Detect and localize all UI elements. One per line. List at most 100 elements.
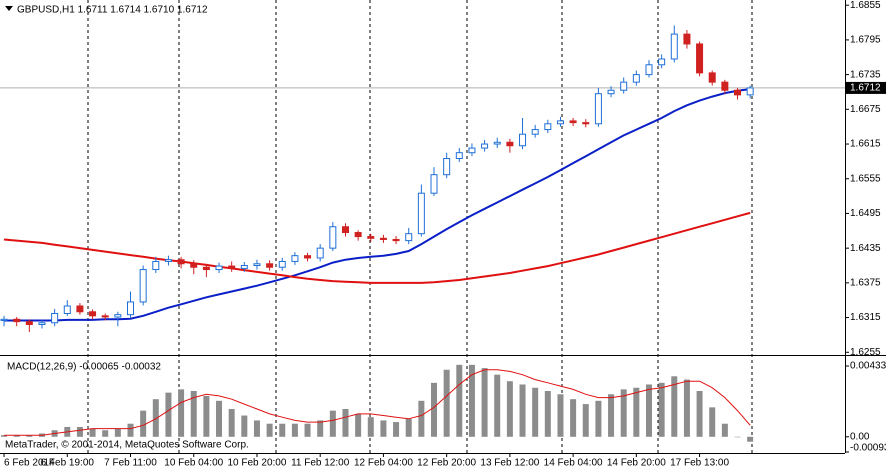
histogram-bar — [26, 435, 33, 437]
moving-average — [4, 88, 751, 322]
candle-body — [721, 81, 729, 91]
histogram-bar — [380, 420, 387, 437]
candle-body — [493, 141, 501, 145]
histogram-bar — [595, 400, 602, 437]
histogram-bar — [203, 395, 210, 437]
histogram-bar — [709, 407, 716, 437]
histogram-bar — [190, 391, 197, 437]
histogram-bar — [683, 379, 690, 437]
histogram-bar — [456, 364, 463, 437]
histogram-bar — [178, 389, 185, 437]
histogram-bar — [89, 428, 96, 437]
histogram-bar — [696, 391, 703, 437]
candle-body — [215, 265, 223, 271]
x-tick-label: 17 Feb 13:00 — [670, 458, 729, 469]
x-tick-label: 14 Feb 04:00 — [544, 458, 603, 469]
histogram-bar — [431, 382, 438, 437]
candle-body — [89, 311, 97, 317]
histogram-bar — [468, 364, 475, 437]
candle-body — [76, 305, 84, 313]
candle-body — [13, 318, 21, 323]
candle-body — [304, 255, 312, 259]
candle-body — [481, 143, 489, 149]
histogram-bar — [519, 384, 526, 437]
y-tick-label: 0.00433 — [850, 361, 886, 372]
histogram-bar — [152, 399, 159, 437]
candle-body — [506, 141, 514, 147]
x-tick-label: 12 Feb 04:00 — [354, 458, 413, 469]
histogram-bar — [747, 436, 754, 442]
candle-body — [443, 157, 451, 176]
menu-arrow[interactable] — [5, 6, 13, 11]
histogram-bar — [266, 423, 273, 437]
histogram-bar — [532, 387, 539, 437]
candle-body — [417, 192, 425, 235]
histogram-bar — [570, 399, 577, 437]
histogram-bar — [317, 420, 324, 437]
histogram-bar — [671, 376, 678, 437]
histogram-bar — [253, 420, 260, 437]
candle-body — [379, 237, 387, 240]
candle-body — [683, 33, 691, 45]
histogram-bar — [582, 404, 589, 437]
histogram-bar — [76, 426, 83, 437]
histogram-bar — [114, 428, 121, 437]
candle-body — [177, 259, 185, 265]
candle-body — [734, 89, 742, 96]
y-tick-label: 1.6555 — [850, 173, 881, 184]
candle-body — [329, 226, 337, 249]
candle-body — [708, 72, 716, 83]
candle-body — [0, 318, 8, 321]
x-tick-label: 14 Feb 20:00 — [607, 458, 666, 469]
histogram-bar — [506, 381, 513, 437]
y-tick-label: 1.6495 — [850, 208, 881, 219]
candle-body — [405, 233, 413, 242]
x-tick-label: 10 Feb 04:00 — [164, 458, 223, 469]
x-tick-label: 13 Feb 12:00 — [480, 458, 539, 469]
histogram-bar — [329, 410, 336, 437]
watermark: MetaTrader, © 2001-2014, MetaQuotes Soft… — [5, 440, 249, 451]
y-tick-label: 1.6315 — [850, 312, 881, 323]
histogram-bar — [342, 408, 349, 437]
histogram-bar — [418, 400, 425, 437]
candle-body — [620, 81, 628, 91]
histogram-bar — [127, 423, 134, 437]
candle-body — [101, 315, 109, 318]
histogram-bar — [557, 394, 564, 437]
candle-body — [455, 152, 463, 159]
candle-body — [594, 93, 602, 125]
histogram-bar — [165, 392, 172, 437]
x-tick-label: 10 Feb 20:00 — [227, 458, 286, 469]
y-tick-label: 1.6255 — [850, 347, 881, 358]
candle-body — [367, 236, 375, 239]
histogram-bar — [291, 423, 298, 437]
price-label-box — [846, 81, 886, 94]
candle-body — [746, 87, 754, 96]
chart-title: GBPUSD,H1 1.6711 1.6714 1.6710 1.6712 — [17, 5, 208, 16]
candle-body — [38, 322, 46, 326]
price-label: 1.6712 — [850, 83, 881, 94]
histogram-bar — [393, 422, 400, 437]
candle-body — [291, 255, 299, 262]
histogram-bar — [228, 408, 235, 437]
histogram-bar — [443, 369, 450, 437]
y-tick-label: 1.6375 — [850, 277, 881, 288]
candle-body — [266, 263, 274, 268]
x-tick-label: 12 Feb 20:00 — [417, 458, 476, 469]
y-tick-label: 1.6675 — [850, 104, 881, 115]
histogram-bar — [481, 368, 488, 437]
candle-body — [392, 238, 400, 242]
candle-body — [658, 58, 666, 66]
histogram-bar — [633, 387, 640, 437]
candle-body — [670, 33, 678, 60]
histogram-bar — [658, 382, 665, 437]
candle-body — [430, 174, 438, 194]
candle-body — [202, 266, 210, 271]
histogram-bar — [620, 389, 627, 437]
candle-body — [341, 226, 349, 234]
candle-body — [354, 232, 362, 238]
x-tick-label: 6 Feb 2014 — [4, 458, 55, 469]
